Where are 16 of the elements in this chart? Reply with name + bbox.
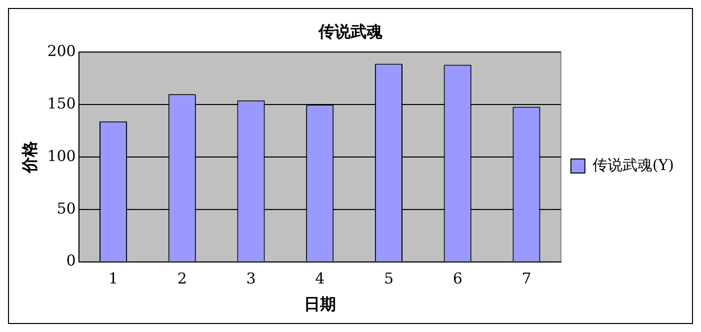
x-axis-title: 日期 — [304, 294, 336, 314]
x-tick-label: 2 — [177, 270, 187, 288]
y-tick-label: 200 — [47, 42, 76, 60]
x-tick-label: 1 — [108, 270, 118, 288]
x-tick-label: 6 — [452, 270, 462, 288]
x-tick-label: 7 — [522, 270, 532, 288]
legend-label: 传说武魂(Y) — [592, 156, 674, 174]
x-tick-label: 3 — [246, 270, 256, 288]
y-tick-label: 150 — [47, 94, 76, 112]
x-tick-label: 4 — [315, 270, 325, 288]
y-axis-title: 价格 — [20, 140, 39, 174]
x-tick-label: 5 — [384, 270, 394, 288]
y-tick-label: 0 — [66, 252, 76, 270]
y-tick-label: 100 — [47, 146, 76, 165]
y-tick-label: 50 — [56, 199, 76, 218]
chart-title: 传说武魂 — [318, 22, 382, 41]
